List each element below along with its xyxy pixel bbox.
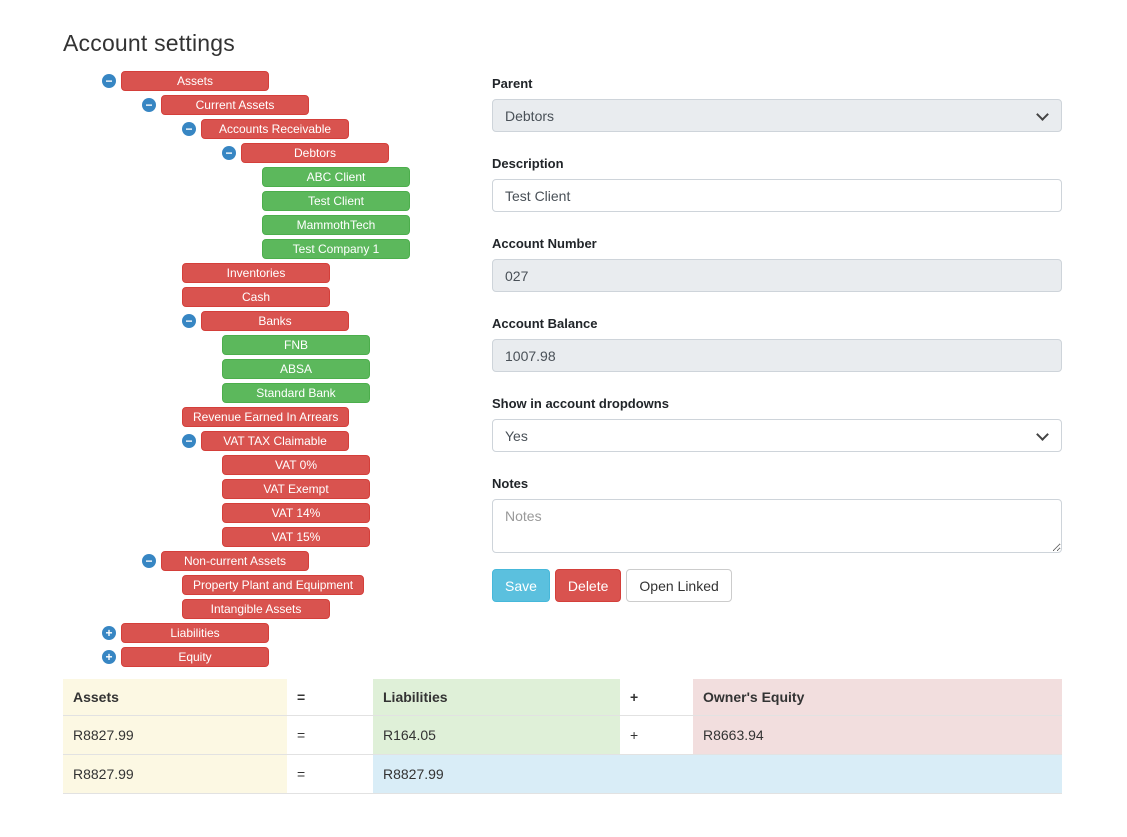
tree-node-button[interactable]: Test Company 1 bbox=[262, 239, 410, 259]
account-tree: − Assets − Current Assets − Accounts Receivab… bbox=[63, 69, 492, 669]
tree-row: Intangible Assets bbox=[63, 597, 492, 621]
plus-cell: + bbox=[620, 715, 693, 755]
liabilities-plus-equity-total-cell: R8827.99 bbox=[373, 754, 1062, 794]
tree-node-button[interactable]: Accounts Receivable bbox=[201, 119, 349, 139]
assets-total-cell: R8827.99 bbox=[63, 754, 287, 794]
tree-node-button[interactable]: VAT Exempt bbox=[222, 479, 370, 499]
account-balance-label: Account Balance bbox=[492, 316, 598, 331]
assets-value-cell: R8827.99 bbox=[63, 715, 287, 755]
parent-select[interactable]: Debtors bbox=[492, 99, 1062, 132]
tree-node-button[interactable]: Intangible Assets bbox=[182, 599, 330, 619]
tree-node-button[interactable]: Cash bbox=[182, 287, 330, 307]
collapse-toggle-icon[interactable]: − bbox=[182, 122, 196, 136]
tree-node-button[interactable]: Standard Bank bbox=[222, 383, 370, 403]
tree-node-button[interactable]: FNB bbox=[222, 335, 370, 355]
collapse-toggle-icon[interactable]: − bbox=[142, 98, 156, 112]
tree-row: VAT 14% bbox=[63, 501, 492, 525]
col-header-owners-equity: Owner's Equity bbox=[693, 679, 1062, 716]
col-header-equals: = bbox=[287, 679, 373, 716]
tree-node-button[interactable]: Test Client bbox=[262, 191, 410, 211]
tree-node-button[interactable]: VAT 15% bbox=[222, 527, 370, 547]
liabilities-value-cell: R164.05 bbox=[373, 715, 620, 755]
tree-node-button[interactable]: Current Assets bbox=[161, 95, 309, 115]
tree-node-button[interactable]: ABSA bbox=[222, 359, 370, 379]
tree-row: − VAT TAX Claimable bbox=[63, 429, 492, 453]
save-button[interactable]: Save bbox=[492, 569, 550, 602]
tree-row: Property Plant and Equipment bbox=[63, 573, 492, 597]
tree-node-button[interactable]: Debtors bbox=[241, 143, 389, 163]
col-header-liabilities: Liabilities bbox=[373, 679, 620, 716]
table-row: R8827.99 = R164.05 + R8663.94 bbox=[63, 715, 1062, 755]
tree-node-button[interactable]: MammothTech bbox=[262, 215, 410, 235]
tree-node-button[interactable]: Non-current Assets bbox=[161, 551, 309, 571]
show-in-dropdowns-select[interactable]: Yes bbox=[492, 419, 1062, 452]
account-number-label: Account Number bbox=[492, 236, 597, 251]
account-settings-form: Parent Debtors Description Account Numbe… bbox=[492, 69, 1062, 602]
tree-node-button[interactable]: Assets bbox=[121, 71, 269, 91]
tree-row: Revenue Earned In Arrears bbox=[63, 405, 492, 429]
tree-row: VAT 15% bbox=[63, 525, 492, 549]
parent-select-wrap: Debtors bbox=[492, 99, 1062, 132]
open-linked-button[interactable]: Open Linked bbox=[626, 569, 732, 602]
account-balance-input bbox=[492, 339, 1062, 372]
notes-label: Notes bbox=[492, 476, 529, 491]
collapse-toggle-icon[interactable]: − bbox=[222, 146, 236, 160]
tree-row: FNB bbox=[63, 333, 492, 357]
accounting-equation-table: Assets = Liabilities + Owner's Equity R8… bbox=[63, 679, 1062, 794]
equals-cell: = bbox=[287, 754, 373, 794]
tree-node-button[interactable]: Banks bbox=[201, 311, 349, 331]
expand-toggle-icon[interactable]: + bbox=[102, 626, 116, 640]
col-header-plus: + bbox=[620, 679, 693, 716]
owners-equity-value-cell: R8663.94 bbox=[693, 715, 1062, 755]
delete-button[interactable]: Delete bbox=[554, 569, 622, 602]
description-label: Description bbox=[492, 156, 564, 171]
tree-row: Test Company 1 bbox=[63, 237, 492, 261]
collapse-toggle-icon[interactable]: − bbox=[182, 314, 196, 328]
tree-row: − Current Assets bbox=[63, 93, 492, 117]
show-in-dropdowns-select-wrap: Yes bbox=[492, 419, 1062, 452]
tree-row: VAT 0% bbox=[63, 453, 492, 477]
tree-node-button[interactable]: VAT 0% bbox=[222, 455, 370, 475]
tree-row: Standard Bank bbox=[63, 381, 492, 405]
tree-node-button[interactable]: Inventories bbox=[182, 263, 330, 283]
tree-row: VAT Exempt bbox=[63, 477, 492, 501]
show-in-dropdowns-label: Show in account dropdowns bbox=[492, 396, 669, 411]
tree-node-button[interactable]: Equity bbox=[121, 647, 269, 667]
tree-node-button[interactable]: VAT 14% bbox=[222, 503, 370, 523]
equals-cell: = bbox=[287, 715, 373, 755]
table-row: R8827.99 = R8827.99 bbox=[63, 754, 1062, 794]
tree-row: ABC Client bbox=[63, 165, 492, 189]
table-header-row: Assets = Liabilities + Owner's Equity bbox=[63, 679, 1062, 716]
tree-node-button[interactable]: Property Plant and Equipment bbox=[182, 575, 365, 595]
tree-row: − Non-current Assets bbox=[63, 549, 492, 573]
tree-row: + Liabilities bbox=[63, 621, 492, 645]
parent-label: Parent bbox=[492, 76, 533, 91]
col-header-assets: Assets bbox=[63, 679, 287, 716]
description-input[interactable] bbox=[492, 179, 1062, 212]
tree-node-button[interactable]: VAT TAX Claimable bbox=[201, 431, 349, 451]
tree-node-button[interactable]: Liabilities bbox=[121, 623, 269, 643]
tree-row: Inventories bbox=[63, 261, 492, 285]
tree-row: + Equity bbox=[63, 645, 492, 669]
notes-textarea[interactable] bbox=[492, 499, 1062, 553]
account-settings-page: Account settings − Assets − Current Assets −… bbox=[0, 0, 1062, 794]
tree-row: − Banks bbox=[63, 309, 492, 333]
tree-row: ABSA bbox=[63, 357, 492, 381]
tree-node-button[interactable]: Revenue Earned In Arrears bbox=[182, 407, 350, 427]
tree-row: Cash bbox=[63, 285, 492, 309]
collapse-toggle-icon[interactable]: − bbox=[142, 554, 156, 568]
collapse-toggle-icon[interactable]: − bbox=[182, 434, 196, 448]
tree-node-button[interactable]: ABC Client bbox=[262, 167, 410, 187]
account-number-input bbox=[492, 259, 1062, 292]
tree-row: Test Client bbox=[63, 189, 492, 213]
tree-row: − Accounts Receivable bbox=[63, 117, 492, 141]
tree-row: MammothTech bbox=[63, 213, 492, 237]
page-title: Account settings bbox=[63, 30, 235, 56]
collapse-toggle-icon[interactable]: − bbox=[102, 74, 116, 88]
tree-row: − Debtors bbox=[63, 141, 492, 165]
tree-row: − Assets bbox=[63, 69, 492, 93]
expand-toggle-icon[interactable]: + bbox=[102, 650, 116, 664]
